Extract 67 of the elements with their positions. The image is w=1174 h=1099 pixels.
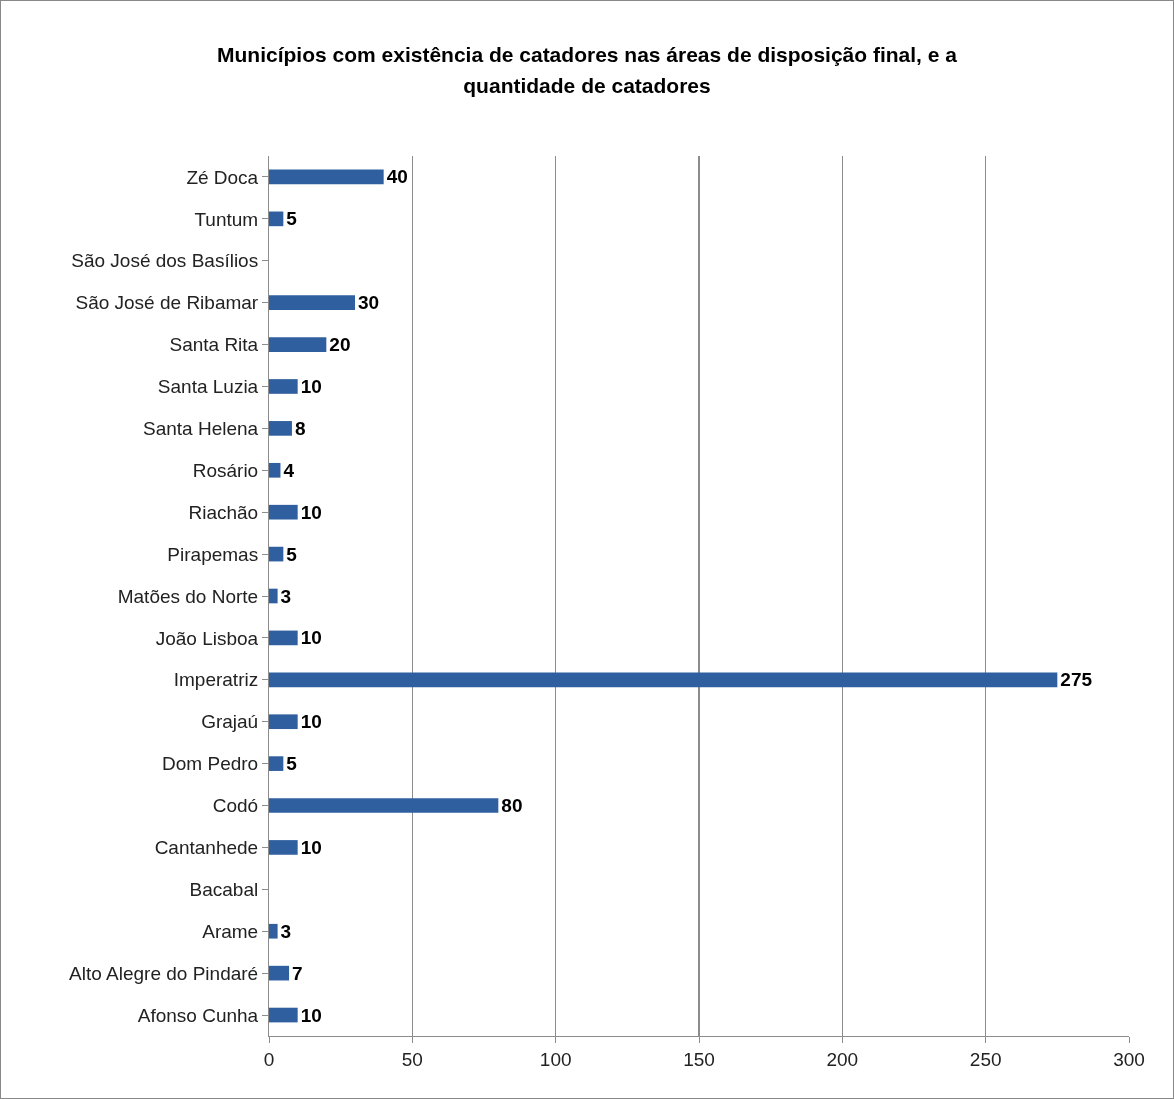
data-label: 5 bbox=[286, 543, 298, 565]
y-tick-label: Santa Helena bbox=[143, 418, 259, 440]
x-tick-label: 250 bbox=[969, 1048, 1002, 1070]
data-label: 3 bbox=[280, 920, 292, 942]
bar bbox=[269, 672, 1058, 688]
y-tick-label: Santa Rita bbox=[169, 334, 259, 356]
bar bbox=[269, 588, 278, 604]
y-tick-label: Cantanhede bbox=[154, 837, 259, 859]
data-label: 80 bbox=[501, 795, 523, 817]
x-tick-label: 300 bbox=[1113, 1048, 1145, 1070]
y-tick-label: Dom Pedro bbox=[162, 753, 259, 775]
y-tick-label: Matões do Norte bbox=[117, 585, 259, 607]
y-tick-label: Imperatriz bbox=[173, 669, 259, 691]
bar bbox=[269, 840, 298, 855]
data-label: 10 bbox=[300, 1004, 322, 1026]
y-tick-label: Codó bbox=[212, 795, 259, 817]
bar bbox=[269, 295, 355, 310]
bar bbox=[269, 798, 499, 813]
y-tick-label: Alto Alegre do Pindaré bbox=[69, 962, 259, 984]
y-tick-label: Pirapemas bbox=[167, 543, 259, 565]
y-tick-label: Bacabal bbox=[189, 878, 259, 900]
data-label: 10 bbox=[300, 711, 322, 733]
y-tick-label: Arame bbox=[202, 920, 259, 942]
data-label: 5 bbox=[286, 208, 298, 230]
chart-title: Municípios com existência de catadores nas áreas de disposição final, e a quantidade de catadores bbox=[216, 42, 958, 99]
y-tick-label: São José dos Basílios bbox=[71, 250, 259, 272]
data-label: 10 bbox=[300, 501, 322, 523]
data-label: 10 bbox=[300, 375, 322, 397]
bar bbox=[269, 169, 384, 185]
bar bbox=[269, 211, 284, 227]
y-tick-label: Tuntum bbox=[194, 208, 259, 230]
data-label: 4 bbox=[283, 459, 295, 481]
y-tick-label: João Lisboa bbox=[155, 627, 259, 649]
y-tick-label: Afonso Cunha bbox=[137, 1004, 259, 1026]
x-tick-label: 50 bbox=[401, 1048, 423, 1070]
data-label: 20 bbox=[329, 334, 351, 356]
data-label: 10 bbox=[300, 627, 322, 649]
data-label: 40 bbox=[386, 166, 408, 188]
data-label: 7 bbox=[292, 962, 303, 984]
bar bbox=[269, 1007, 298, 1023]
data-label: 5 bbox=[286, 753, 298, 775]
bar bbox=[269, 504, 298, 520]
bar bbox=[269, 546, 284, 562]
bar bbox=[269, 379, 298, 394]
bar bbox=[269, 630, 298, 646]
bar bbox=[269, 337, 327, 352]
bar bbox=[269, 965, 290, 981]
data-label: 8 bbox=[294, 417, 306, 439]
x-tick-label: 0 bbox=[263, 1048, 275, 1070]
y-tick-label: Rosário bbox=[192, 459, 259, 481]
y-tick-label: Riachão bbox=[188, 501, 259, 523]
data-label: 10 bbox=[300, 836, 322, 858]
bar bbox=[269, 421, 292, 436]
bar bbox=[269, 462, 281, 478]
y-tick-label: São José de Ribamar bbox=[75, 292, 259, 314]
data-label: 275 bbox=[1060, 669, 1093, 691]
x-tick-label: 200 bbox=[826, 1048, 859, 1070]
x-tick-label: 100 bbox=[539, 1048, 572, 1070]
y-tick-label: Grajaú bbox=[201, 711, 259, 733]
bar bbox=[269, 923, 278, 939]
y-tick-label: Santa Luzia bbox=[157, 376, 259, 398]
bar bbox=[269, 756, 284, 771]
bar bbox=[269, 714, 298, 730]
data-label: 3 bbox=[280, 585, 292, 607]
x-tick-label: 150 bbox=[683, 1048, 715, 1070]
y-tick-label: Zé Doca bbox=[186, 166, 259, 188]
data-label: 30 bbox=[358, 292, 380, 314]
